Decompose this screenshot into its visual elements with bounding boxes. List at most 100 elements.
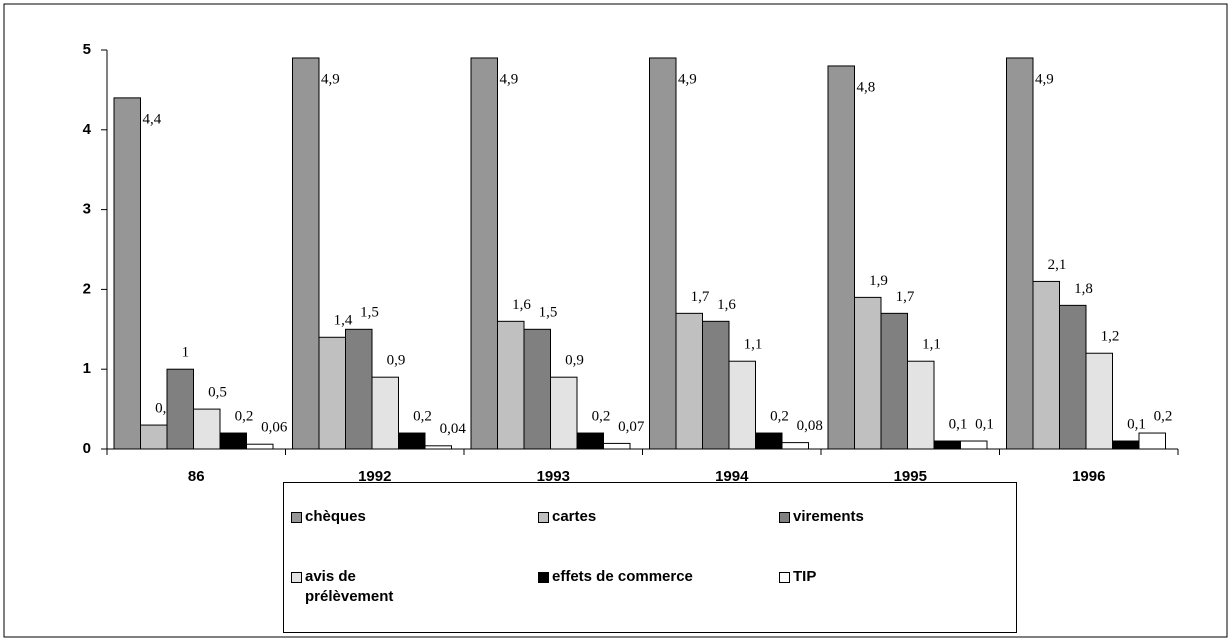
data-label: 0,9 — [565, 353, 584, 369]
data-label: 0,1 — [975, 416, 994, 432]
bar — [1112, 440, 1140, 450]
y-tick-label: 2 — [83, 280, 91, 297]
y-tick-label: 0 — [83, 440, 91, 457]
legend-item: chèques — [291, 507, 423, 527]
data-label: 2,1 — [1048, 257, 1067, 273]
data-label: 1,5 — [539, 305, 558, 321]
bar — [219, 432, 247, 450]
data-label: 0,1 — [949, 416, 968, 432]
bar — [1006, 57, 1034, 450]
legend-item: virements — [779, 507, 911, 527]
bar — [398, 432, 426, 450]
legend-swatch — [291, 572, 302, 583]
bar — [497, 320, 525, 450]
bar — [550, 376, 578, 450]
bar — [140, 424, 168, 450]
data-label: 0,2 — [592, 408, 611, 424]
data-label: 4,8 — [857, 79, 876, 95]
bar — [1085, 352, 1113, 450]
data-label: 4,9 — [321, 71, 340, 87]
data-label: 1 — [182, 345, 190, 361]
bar — [292, 57, 320, 450]
bar — [1032, 280, 1060, 450]
legend-swatch — [779, 512, 790, 523]
data-label: 0,2 — [413, 408, 432, 424]
x-tick-label: 1995 — [894, 468, 927, 485]
legend-swatch — [291, 512, 302, 523]
data-label: 0,1 — [1127, 416, 1146, 432]
data-label: 0,04 — [440, 421, 467, 437]
y-tick-label: 5 — [83, 41, 91, 58]
bar — [371, 376, 399, 450]
data-label: 0,08 — [797, 418, 823, 434]
data-label: 0,2 — [770, 408, 789, 424]
bar — [193, 408, 221, 450]
bar — [424, 445, 452, 450]
bar — [960, 440, 988, 450]
bar — [827, 65, 855, 450]
y-tick-label: 4 — [83, 121, 92, 138]
x-tick-label: 1996 — [1072, 468, 1105, 485]
bar — [649, 57, 677, 450]
bar — [345, 328, 373, 450]
bar — [576, 432, 604, 450]
data-label: 1,7 — [691, 289, 710, 305]
data-label: 0,06 — [261, 420, 288, 436]
legend-item: effets de commerce — [538, 567, 752, 587]
bar — [854, 296, 882, 450]
data-label: 4,9 — [678, 71, 697, 87]
x-tick-label: 86 — [188, 468, 205, 485]
bar — [880, 312, 908, 450]
bar — [933, 440, 961, 450]
y-tick-label: 3 — [83, 201, 91, 218]
bar — [1059, 304, 1087, 450]
legend-swatch — [779, 572, 790, 583]
data-label: 4,9 — [500, 71, 519, 87]
data-label: 0,2 — [235, 408, 254, 424]
data-label: 1,6 — [512, 297, 531, 313]
bar — [781, 442, 809, 450]
bar — [1138, 432, 1166, 450]
x-tick-label: 1993 — [537, 468, 570, 485]
y-tick-label: 1 — [83, 360, 91, 377]
bar — [113, 97, 141, 450]
legend-label: chèques — [305, 508, 366, 525]
bar — [675, 312, 703, 450]
data-label: 1,8 — [1074, 281, 1093, 297]
data-label: 1,1 — [922, 337, 941, 353]
legend-item: avis de prélèvement — [291, 567, 423, 607]
bar — [246, 443, 274, 450]
legend-label: cartes — [552, 508, 597, 525]
legend-label: effets de commerce — [552, 568, 693, 585]
data-label: 0,5 — [208, 385, 227, 401]
bar — [702, 320, 730, 450]
x-tick-label: 1992 — [358, 468, 391, 485]
bar — [166, 368, 194, 450]
legend-swatch — [538, 572, 549, 583]
frame — [3, 3, 1228, 638]
data-label: 1,2 — [1101, 329, 1120, 345]
legend: chèques cartes virements avis de prélèvemen… — [283, 482, 1017, 633]
data-label: 1,7 — [896, 289, 915, 305]
x-tick-label: 1994 — [715, 468, 749, 485]
data-label: 1,1 — [744, 337, 763, 353]
data-label: 0,9 — [387, 353, 406, 369]
legend-item: TIP — [779, 567, 911, 587]
data-label: 1,5 — [360, 305, 379, 321]
bar — [603, 442, 631, 450]
bar — [523, 328, 551, 450]
bar — [755, 432, 783, 450]
bar — [907, 360, 935, 450]
bar — [470, 57, 498, 450]
legend-label: virements — [793, 508, 864, 525]
legend-label: avis de prélèvement — [305, 568, 394, 605]
data-label: 1,6 — [717, 297, 736, 313]
data-label: 0,07 — [618, 419, 645, 435]
data-label: 1,4 — [334, 313, 353, 329]
legend-label: TIP — [793, 568, 817, 585]
data-label: 0,2 — [1154, 408, 1173, 424]
data-label: 4,9 — [1035, 71, 1054, 87]
bar — [318, 336, 346, 450]
